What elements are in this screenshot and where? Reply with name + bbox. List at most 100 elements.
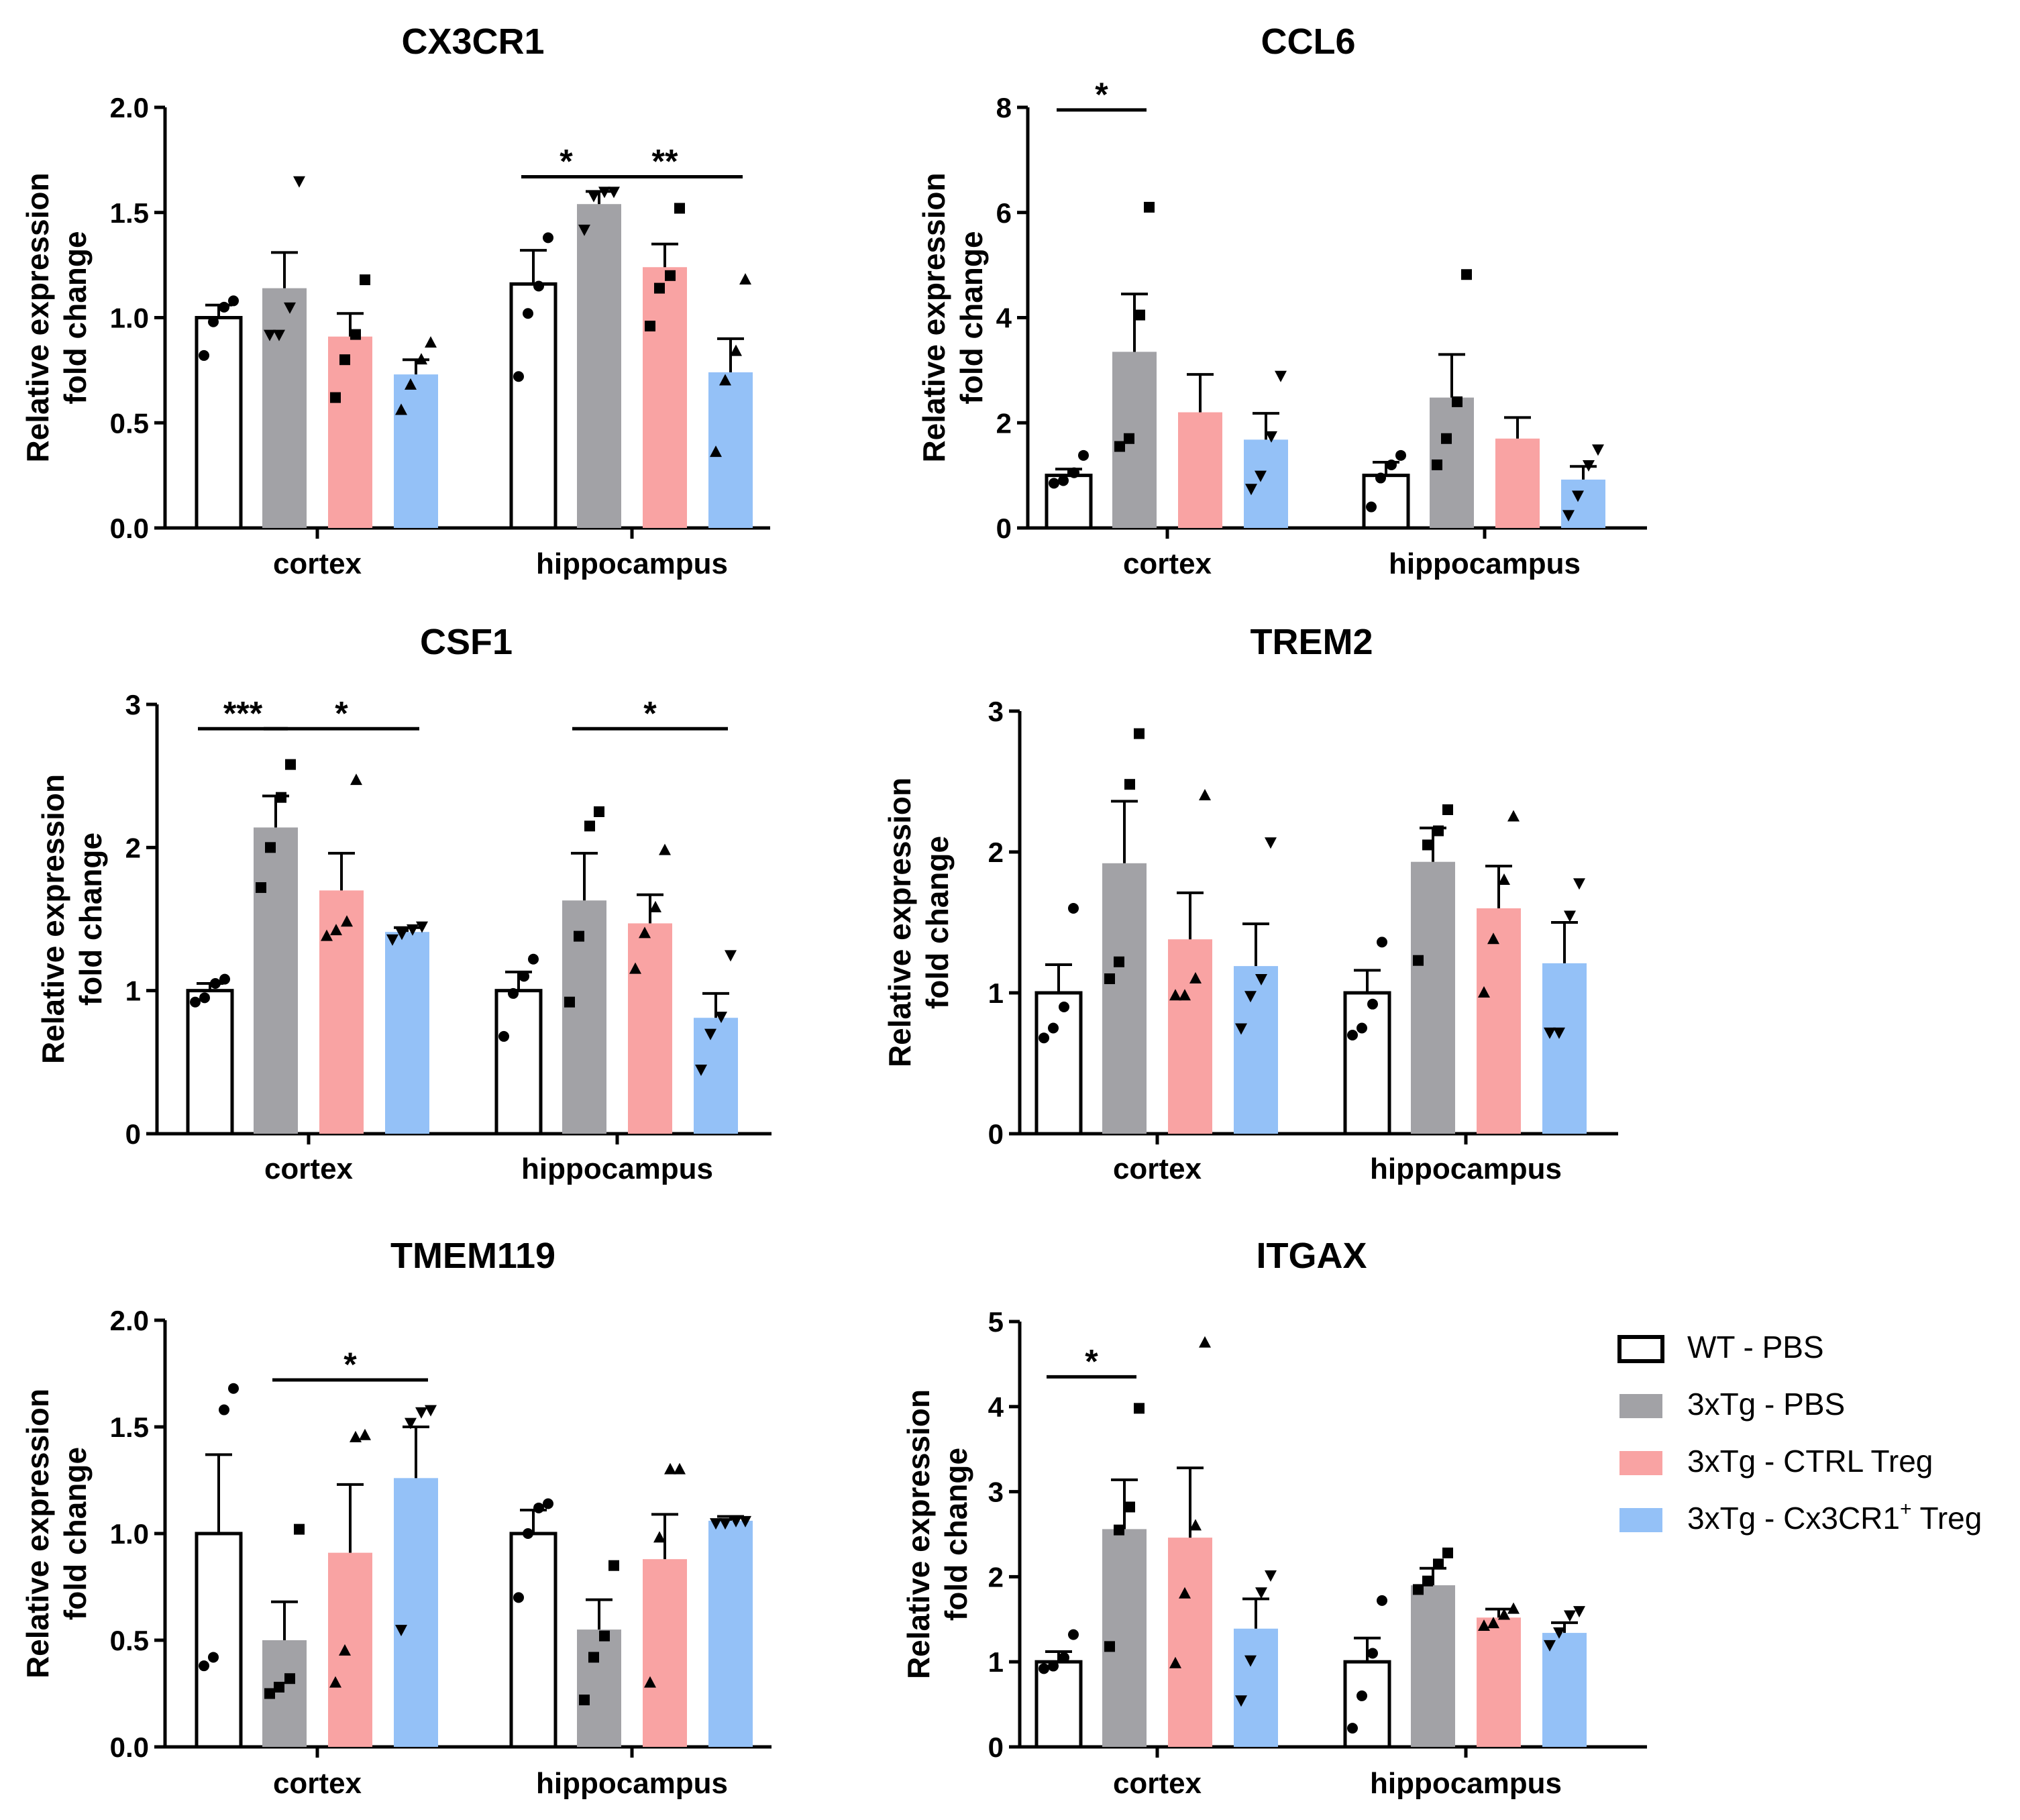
chart-title: TREM2 — [1250, 622, 1373, 662]
bar — [577, 204, 621, 528]
data-point — [341, 915, 353, 927]
bar — [1102, 1529, 1147, 1747]
y-axis-label-line: Relative expression — [916, 172, 951, 462]
data-point — [190, 996, 201, 1008]
data-point — [330, 924, 342, 936]
data-point — [264, 1688, 275, 1699]
significance-label: * — [1085, 1342, 1098, 1380]
data-point — [1441, 433, 1452, 444]
data-point — [1367, 998, 1378, 1010]
y-tick-label: 0.0 — [110, 1731, 149, 1763]
data-point — [1169, 1656, 1181, 1668]
data-point — [710, 445, 722, 458]
bar — [708, 1520, 753, 1747]
y-tick-label: 0.0 — [110, 513, 149, 544]
data-point — [199, 1660, 209, 1672]
x-category-label: cortex — [273, 1767, 362, 1800]
data-point — [523, 308, 533, 319]
data-point — [1048, 1022, 1059, 1034]
data-point — [1413, 1584, 1424, 1595]
bar — [1477, 1617, 1521, 1747]
data-point — [654, 282, 665, 294]
data-point — [1357, 1022, 1367, 1034]
data-point — [715, 1012, 727, 1024]
chart-panel-csf1: CSF1 Relative expressionfold change 0 1 2 3 co… — [36, 622, 772, 1185]
data-point — [199, 350, 209, 361]
chart-panel-trem2: TREM2 Relative expressionfold change 0 1 2 3 c… — [882, 622, 1618, 1185]
data-point — [1422, 1575, 1433, 1587]
data-point — [1478, 1619, 1490, 1631]
legend-swatch-3xtg-cx3cr1-treg — [1619, 1508, 1662, 1532]
data-point — [1244, 1655, 1257, 1667]
bar — [1411, 1585, 1455, 1747]
data-point — [704, 1028, 716, 1040]
significance-label: * — [643, 694, 657, 732]
data-point — [1487, 932, 1499, 945]
data-point — [350, 1430, 362, 1442]
data-point — [1544, 1027, 1556, 1039]
data-point — [579, 1695, 590, 1706]
chart-panel-itgax: ITGAX Relative expressionfold change 0 1 2 3 4… — [901, 1236, 1647, 1800]
y-axis-label-line: Relative expression — [20, 172, 55, 462]
y-tick-label: 1.5 — [110, 197, 149, 229]
data-point — [1058, 475, 1069, 486]
data-point — [1347, 1723, 1358, 1734]
data-point — [1433, 1558, 1444, 1570]
data-point — [219, 301, 229, 313]
data-point — [629, 962, 641, 974]
data-point — [543, 232, 553, 244]
y-tick-label: 4 — [996, 303, 1012, 334]
y-tick-label: 1 — [125, 975, 141, 1007]
y-axis-label-line: fold change — [58, 231, 93, 404]
data-point — [210, 978, 221, 989]
data-point — [659, 843, 671, 855]
bar — [385, 932, 429, 1134]
data-point — [674, 203, 685, 214]
bar — [643, 1559, 687, 1747]
data-point — [1169, 989, 1181, 1001]
data-point — [407, 924, 419, 936]
bar — [328, 336, 372, 528]
data-point — [285, 759, 296, 770]
significance-label: * — [1095, 76, 1108, 113]
y-tick-label: 3 — [988, 696, 1004, 727]
bar — [1234, 966, 1278, 1134]
y-tick-label: 0.5 — [110, 1625, 149, 1656]
y-axis-label: Relative expressionfold change — [882, 778, 955, 1067]
data-point — [1068, 903, 1079, 914]
data-point — [274, 1681, 284, 1693]
data-point — [395, 403, 407, 415]
y-tick-label: 2.0 — [110, 92, 149, 123]
data-point — [594, 806, 604, 817]
y-tick-label: 5 — [988, 1306, 1004, 1338]
bar — [195, 1532, 243, 1749]
x-category-label: hippocampus — [521, 1153, 713, 1185]
data-point — [321, 929, 333, 941]
data-point — [284, 302, 296, 314]
legend-label-cx3cr1-suffix: Treg — [1912, 1501, 1982, 1536]
y-tick-label: 0.5 — [110, 407, 149, 439]
legend-label-cx3cr1-text: 3xTg - Cx3CR1 — [1687, 1501, 1900, 1536]
y-tick-label: 0 — [996, 513, 1012, 544]
chart-title: CX3CR1 — [401, 21, 544, 62]
data-point — [1114, 441, 1125, 452]
data-point — [1039, 1032, 1049, 1044]
data-point — [1179, 989, 1191, 1001]
legend-item-3xtg-ctrl-treg: 3xTg - CTRL Treg — [1619, 1444, 1933, 1479]
data-point — [584, 820, 595, 832]
data-point — [1573, 878, 1585, 890]
data-point — [645, 321, 655, 332]
data-point — [1104, 1641, 1115, 1652]
bar — [1034, 1660, 1083, 1749]
data-point — [415, 353, 427, 365]
legend-swatch-3xtg-ctrl-treg — [1619, 1451, 1662, 1475]
data-point — [1553, 1627, 1565, 1639]
data-point — [730, 344, 742, 356]
data-point — [1059, 1652, 1069, 1663]
data-point — [350, 773, 362, 786]
data-point — [639, 926, 651, 939]
data-point — [1265, 837, 1277, 849]
bar — [1561, 479, 1605, 528]
data-point — [1124, 1501, 1135, 1513]
